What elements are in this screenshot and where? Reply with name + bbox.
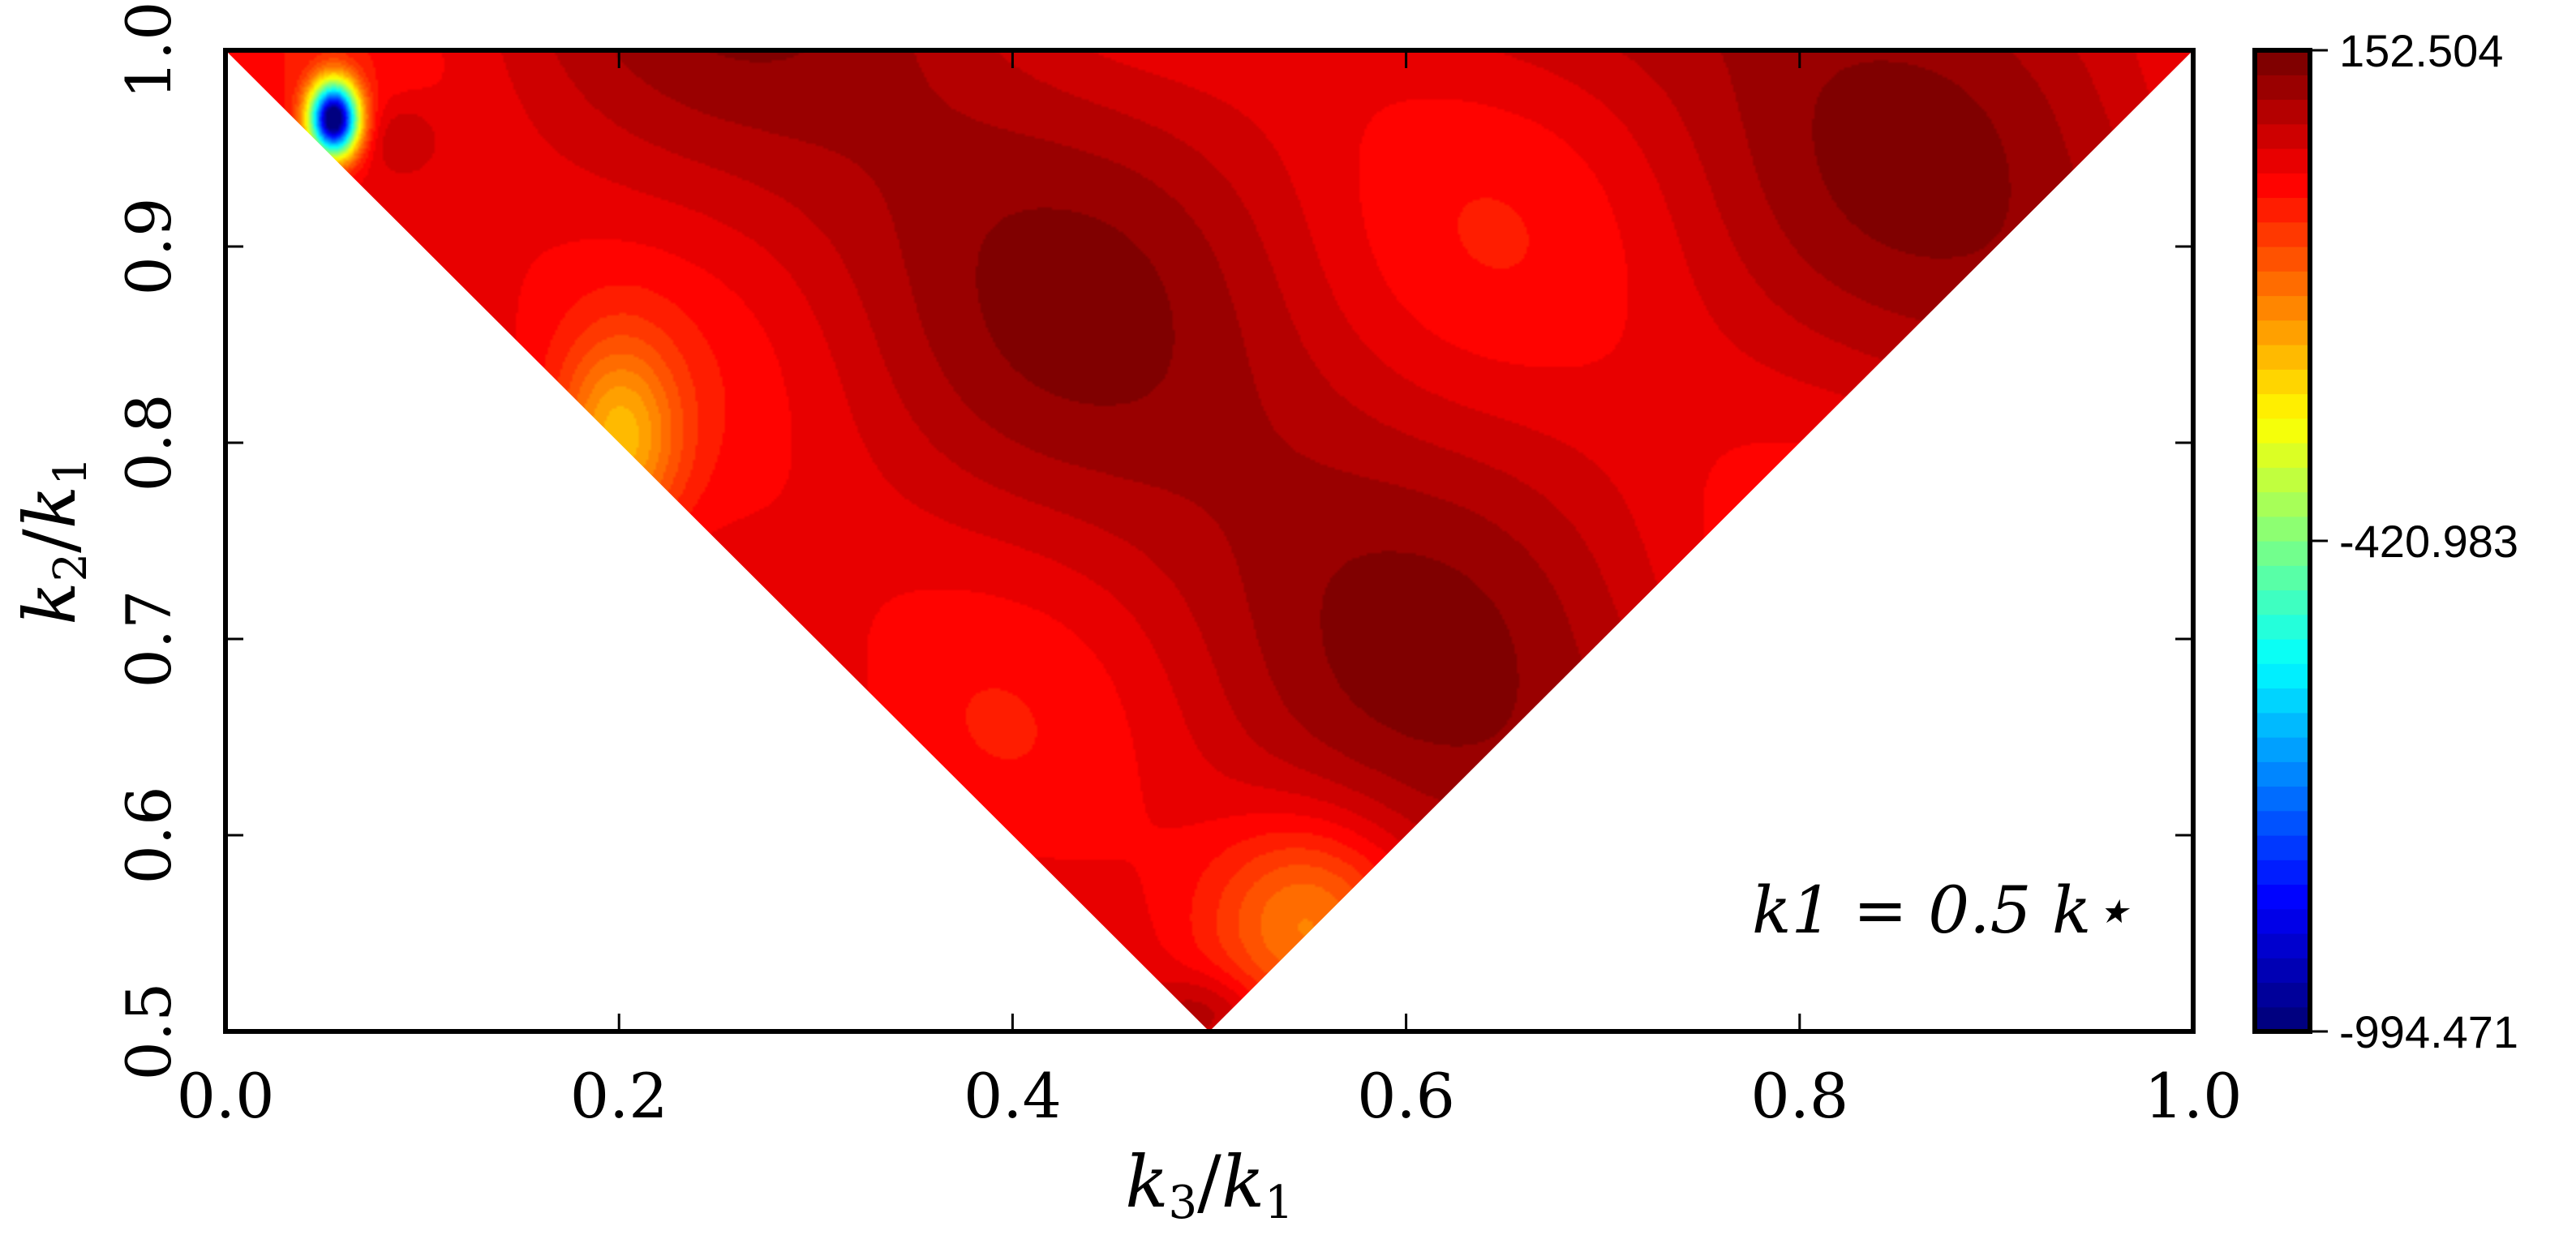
colorbar-band [2255, 123, 2310, 149]
colorbar-band [2255, 173, 2310, 199]
colorbar-band [2255, 393, 2310, 419]
colorbar-band [2255, 737, 2310, 762]
colorbar-band [2255, 99, 2310, 125]
y-tick-label: 0.6 [113, 787, 185, 885]
colorbar-band [2255, 50, 2310, 75]
colorbar-band [2255, 884, 2310, 910]
y-tick-label: 0.7 [113, 590, 185, 688]
colorbar-bands [2255, 50, 2310, 1032]
colorbar-band [2255, 271, 2310, 297]
x-tick-label: 0.6 [1357, 1060, 1455, 1132]
colorbar-band [2255, 688, 2310, 714]
colorbar-band [2255, 221, 2310, 247]
colorbar-band [2255, 319, 2310, 345]
colorbar: 152.504 -420.983 -994.471 [2252, 25, 2518, 1057]
colorbar-band [2255, 712, 2310, 738]
y-axis-label: k2/k1 [8, 457, 97, 625]
colorbar-tick-label: 152.504 [2339, 25, 2503, 76]
x-tick-label: 0.4 [964, 1060, 1062, 1132]
colorbar-band [2255, 345, 2310, 370]
y-tick-label: 0.5 [113, 983, 185, 1081]
colorbar-band [2255, 197, 2310, 223]
colorbar-band [2255, 614, 2310, 640]
colorbar-band [2255, 958, 2310, 984]
annotation: k1 = 0.5 k⋆ [1752, 873, 2132, 948]
y-tick-label: 0.9 [113, 198, 185, 296]
colorbar-band [2255, 761, 2310, 787]
y-tick-label: 1.0 [113, 2, 185, 100]
colorbar-band [2255, 541, 2310, 566]
y-tick-label: 0.8 [113, 394, 185, 492]
colorbar-band [2255, 467, 2310, 493]
plot-frame [223, 48, 2196, 1034]
colorbar-band [2255, 1006, 2310, 1032]
colorbar-band [2255, 247, 2310, 272]
colorbar-band [2255, 786, 2310, 812]
colorbar-band [2255, 663, 2310, 689]
colorbar-band [2255, 491, 2310, 517]
colorbar-tick-label: -994.471 [2339, 1006, 2518, 1057]
colorbar-band [2255, 835, 2310, 860]
x-axis-label: k3/k1 [1125, 1140, 1294, 1229]
x-tick-label: 0.0 [177, 1060, 275, 1132]
colorbar-tick-label: -420.983 [2339, 516, 2518, 567]
x-tick-label: 1.0 [2145, 1060, 2243, 1132]
colorbar-band [2255, 860, 2310, 885]
colorbar-band [2255, 810, 2310, 836]
colorbar-band [2255, 908, 2310, 934]
x-axis-ticks: 0.0 0.2 0.4 0.6 0.8 1.0 [177, 50, 2243, 1132]
y-axis-ticks: 0.5 0.6 0.7 0.8 0.9 1.0 [113, 2, 2193, 1081]
colorbar-band [2255, 565, 2310, 591]
colorbar-band [2255, 443, 2310, 468]
x-tick-label: 0.8 [1750, 1060, 1848, 1132]
colorbar-band [2255, 148, 2310, 174]
colorbar-ticks: 152.504 -420.983 -994.471 [2310, 25, 2518, 1057]
colorbar-band [2255, 639, 2310, 664]
x-tick-label: 0.2 [570, 1060, 668, 1132]
colorbar-band [2255, 933, 2310, 958]
colorbar-band [2255, 295, 2310, 321]
colorbar-band [2255, 418, 2310, 444]
colorbar-band [2255, 590, 2310, 615]
colorbar-band [2255, 982, 2310, 1008]
colorbar-band [2255, 369, 2310, 395]
colorbar-band [2255, 516, 2310, 542]
colorbar-band [2255, 75, 2310, 101]
